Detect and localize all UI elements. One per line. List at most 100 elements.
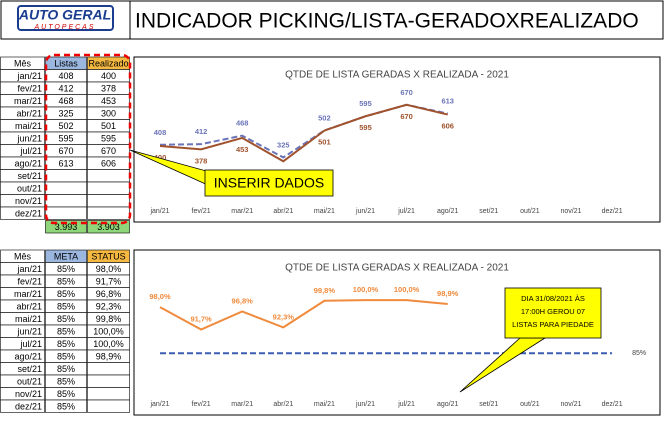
x-tick-label: dez/21 — [602, 208, 623, 215]
cell — [45, 399, 87, 413]
cell — [45, 169, 87, 183]
cell-text: 85% — [57, 364, 75, 374]
cell-text: fev/21 — [17, 277, 42, 287]
x-tick-label: jun/21 — [355, 401, 375, 408]
data-label: 92,3% — [273, 312, 295, 321]
data-label: 96,8% — [232, 296, 254, 305]
data-label: 606 — [441, 122, 454, 131]
cell — [87, 194, 130, 208]
cell-text: fev/21 — [17, 84, 42, 94]
cell-text: 98,9% — [96, 352, 122, 362]
x-tick-label: nov/21 — [560, 208, 581, 215]
data-label: 99,8% — [314, 286, 336, 295]
data-label: 400 — [154, 153, 167, 162]
data-label: 100,0% — [394, 285, 420, 294]
x-tick-label: ago/21 — [437, 401, 459, 408]
cell-text: jun/21 — [16, 327, 42, 337]
column-header: Listas — [54, 59, 78, 69]
data-label: 98,9% — [437, 289, 459, 298]
cell-text: abr/21 — [16, 302, 42, 312]
callout-text: DIA 31/08/2021 ÀS — [521, 294, 585, 303]
cell-text: ago/21 — [14, 159, 42, 169]
data-label: 91,7% — [190, 315, 212, 324]
x-tick-label: mai/21 — [314, 401, 335, 408]
x-tick-label: abr/21 — [273, 208, 293, 215]
data-label: 412 — [195, 127, 208, 136]
cell-text: 670 — [58, 146, 73, 156]
x-tick-label: nov/21 — [560, 401, 581, 408]
cell — [87, 169, 130, 183]
series-line — [159, 103, 448, 163]
cell-text: dez/21 — [15, 402, 42, 412]
cell-text: 85% — [57, 352, 75, 362]
cell-text: jan/21 — [16, 71, 42, 81]
cell-text: 85% — [57, 389, 75, 399]
cell-text: 606 — [101, 159, 116, 169]
cell — [87, 362, 130, 376]
x-tick-label: jun/21 — [355, 208, 375, 215]
cell — [87, 374, 130, 388]
total-text: 3.993 — [55, 222, 78, 232]
x-tick-label: out/21 — [520, 401, 540, 408]
cell — [87, 399, 130, 413]
x-tick-label: jan/21 — [149, 401, 169, 408]
x-tick-label: fev/21 — [192, 401, 211, 408]
cell-text: mai/21 — [15, 121, 42, 131]
x-tick-label: mar/21 — [231, 208, 253, 215]
data-label: 378 — [195, 156, 208, 165]
cell-text: 96,8% — [96, 289, 122, 299]
data-label: 670 — [400, 112, 413, 121]
cell-text: 100,0% — [93, 327, 124, 337]
x-tick-label: mai/21 — [314, 208, 335, 215]
logo-subtext: AUTOPEÇAS — [33, 24, 95, 31]
x-tick-label: set/21 — [479, 208, 498, 215]
total-cell — [87, 220, 130, 234]
data-label: 595 — [359, 123, 372, 132]
cell-text: 400 — [101, 71, 116, 81]
cell-text: 412 — [58, 84, 73, 94]
column-header: STATUS — [91, 252, 125, 262]
total-text: 3.903 — [97, 222, 120, 232]
data-label: 502 — [318, 113, 331, 122]
cell-text: nov/21 — [15, 196, 42, 206]
cell-text: 92,3% — [96, 302, 122, 312]
cell-text: 85% — [57, 264, 75, 274]
cell-text: set/21 — [17, 364, 42, 374]
cell-text: 468 — [58, 96, 73, 106]
cell-text: 99,8% — [96, 314, 122, 324]
cell-text: 300 — [101, 109, 116, 119]
data-label: 408 — [154, 128, 167, 137]
x-tick-label: dez/21 — [602, 401, 623, 408]
cell-text: set/21 — [17, 171, 42, 181]
cell-text: 85% — [57, 277, 75, 287]
end-label: 85% — [632, 350, 646, 357]
cell-text: 502 — [58, 121, 73, 131]
cell — [87, 181, 130, 195]
cell-text: mar/21 — [14, 96, 42, 106]
cell-text: 453 — [101, 96, 116, 106]
cell-text: 98,0% — [96, 264, 122, 274]
cell — [0, 399, 45, 413]
data-label: 325 — [277, 140, 290, 149]
data-label: 501 — [318, 138, 331, 147]
cell-text: 613 — [58, 159, 73, 169]
callout-box — [204, 169, 334, 197]
cell-text: dez/21 — [15, 209, 42, 219]
series-line — [159, 299, 448, 331]
cell-text: 325 — [58, 109, 73, 119]
x-tick-label: out/21 — [520, 208, 540, 215]
column-header: Mês — [14, 59, 32, 69]
cell-text: 85% — [57, 327, 75, 337]
x-tick-label: ago/21 — [437, 208, 459, 215]
cell-text: out/21 — [17, 377, 42, 387]
cell-text: jan/21 — [16, 264, 42, 274]
x-tick-label: set/21 — [479, 401, 498, 408]
highlight-frame — [44, 53, 132, 225]
page-title: INDICADOR PICKING/LISTA-GERADOXREALIZADO — [135, 10, 639, 33]
cell-text: 85% — [57, 302, 75, 312]
chart-title: QTDE DE LISTA GERADAS X REALIZADA - 2021 — [285, 263, 509, 274]
cell-text: 100,0% — [93, 339, 124, 349]
cell-text: 408 — [58, 71, 73, 81]
data-label: 453 — [236, 145, 249, 154]
